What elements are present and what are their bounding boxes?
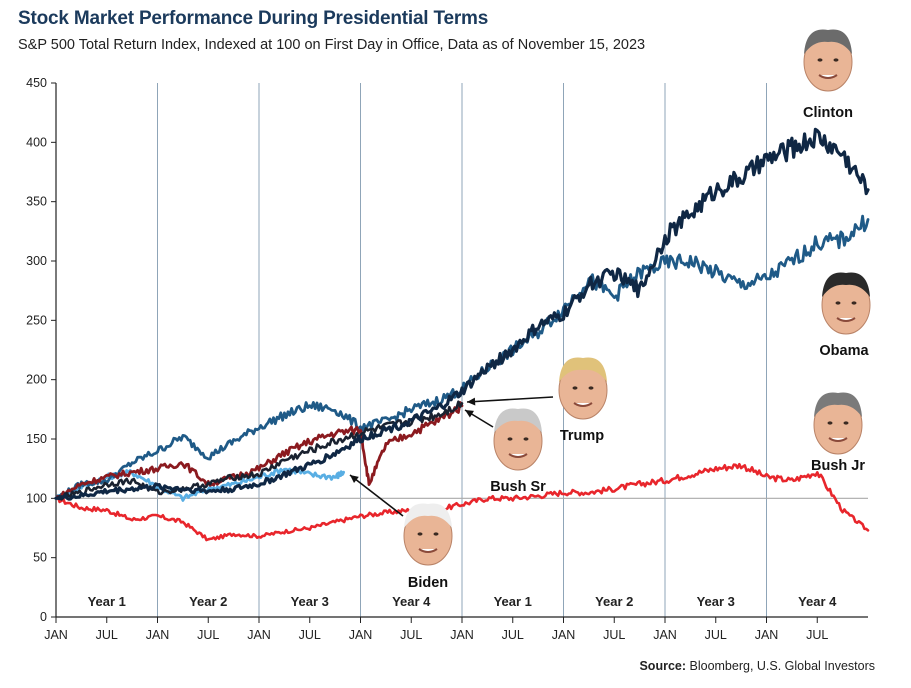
year-label: Year 3	[291, 594, 329, 609]
y-tick-label: 50	[33, 551, 47, 565]
y-tick-label: 350	[26, 195, 47, 209]
biden-arrow-head	[350, 475, 359, 484]
hair-shape	[404, 503, 452, 528]
biden-arrow-shaft	[349, 474, 404, 517]
y-tick-label: 100	[26, 491, 47, 505]
x-tick-label: JUL	[603, 628, 625, 642]
face-obama-icon	[821, 272, 871, 335]
eye-right	[588, 386, 594, 390]
mouth	[508, 453, 528, 458]
x-tick-label: JAN	[44, 628, 68, 642]
eye-left	[417, 532, 423, 536]
face-trump-icon	[558, 357, 608, 420]
y-tick-label: 200	[26, 373, 47, 387]
name-label-biden: Biden	[408, 575, 448, 591]
chart-subtitle: S&P 500 Total Return Index, Indexed at 1…	[18, 37, 646, 53]
source-text: Bloomberg, U.S. Global Investors	[689, 659, 876, 673]
eye-left	[507, 437, 513, 441]
x-axis: JAN JUL JAN JUL JAN JUL JAN JUL JAN JUL JAN JUL JAN J…	[44, 616, 868, 642]
x-tick-label: JAN	[349, 628, 373, 642]
mouth	[818, 74, 838, 79]
president-faces: Clinton Obama Bush Jr Trump Bush Sr Biden	[403, 29, 871, 591]
trump-arrow-shaft	[466, 396, 554, 403]
hair-shape	[494, 408, 542, 433]
mouth	[573, 402, 593, 407]
face-clinton-icon	[803, 29, 853, 92]
face-biden-icon	[403, 503, 453, 566]
eye-right	[851, 301, 857, 305]
eye-left	[835, 301, 841, 305]
x-tick-label: JUL	[502, 628, 524, 642]
hair-shape	[814, 392, 862, 417]
source-label: Source:	[639, 659, 687, 673]
mouth	[836, 317, 856, 322]
eye-left	[827, 421, 833, 425]
year-label: Year 4	[798, 594, 837, 609]
year-labels: Year 1 Year 2 Year 3 Year 4 Year 1 Year 2 Year…	[88, 594, 838, 609]
eye-right	[833, 58, 839, 62]
series-line-clinton	[54, 127, 870, 501]
y-tick-label: 300	[26, 254, 47, 268]
y-tick-label: 250	[26, 313, 47, 327]
x-tick-label: JAN	[450, 628, 474, 642]
name-label-clinton: Clinton	[803, 105, 853, 121]
y-axis: 0 50 100 150 200 250 300 350 400 450	[26, 76, 57, 624]
x-tick-label: JUL	[705, 628, 727, 642]
year-label: Year 4	[392, 594, 431, 609]
x-tick-label: JAN	[653, 628, 677, 642]
hair-shape	[559, 357, 607, 382]
face-bush-sr-icon	[493, 408, 543, 471]
eye-right	[433, 532, 439, 536]
year-label: Year 2	[189, 594, 227, 609]
year-label: Year 1	[88, 594, 126, 609]
name-label-bush-jr: Bush Jr	[811, 458, 865, 474]
x-tick-label: JAN	[247, 628, 271, 642]
y-tick-label: 450	[26, 76, 47, 90]
y-tick-label: 400	[26, 135, 47, 149]
bush-sr-arrow-head	[465, 410, 474, 418]
name-label-bush-sr: Bush Sr	[490, 479, 546, 495]
y-tick-label: 0	[40, 610, 47, 624]
x-tick-label: JAN	[146, 628, 170, 642]
annotation-arrows	[349, 396, 554, 517]
eye-right	[523, 437, 529, 441]
year-label: Year 2	[595, 594, 633, 609]
series-lines	[54, 127, 870, 542]
year-label: Year 3	[697, 594, 735, 609]
x-tick-label: JUL	[197, 628, 219, 642]
name-label-trump: Trump	[560, 428, 604, 444]
year-label: Year 1	[494, 594, 532, 609]
eye-left	[572, 386, 578, 390]
source-note: Source: Bloomberg, U.S. Global Investors	[639, 659, 875, 673]
mouth	[828, 437, 848, 442]
series-line-biden	[54, 467, 345, 502]
trump-arrow-head	[467, 397, 476, 406]
x-tick-label: JUL	[96, 628, 118, 642]
x-tick-label: JAN	[755, 628, 779, 642]
series-line-bush-jr	[54, 462, 870, 542]
x-tick-label: JUL	[299, 628, 321, 642]
x-tick-label: JUL	[806, 628, 828, 642]
eye-right	[843, 421, 849, 425]
x-tick-label: JAN	[552, 628, 576, 642]
face-bush-jr-icon	[813, 392, 863, 455]
hair-shape	[822, 272, 870, 297]
x-tick-label: JUL	[400, 628, 422, 642]
mouth	[418, 548, 438, 553]
chart-title: Stock Market Performance During Presiden…	[18, 8, 489, 29]
eye-left	[817, 58, 823, 62]
gridlines	[56, 83, 868, 617]
y-tick-label: 150	[26, 432, 47, 446]
hair-shape	[804, 29, 852, 54]
name-label-obama: Obama	[819, 343, 869, 359]
